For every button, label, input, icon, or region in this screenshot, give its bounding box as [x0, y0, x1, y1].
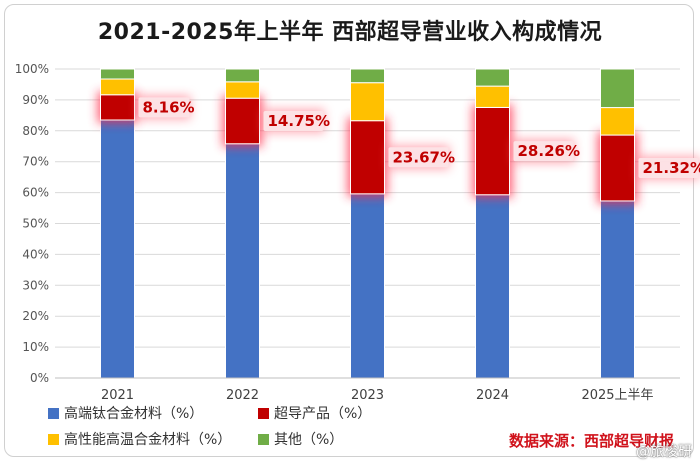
bar-segment: [600, 107, 635, 136]
bar-segment: [100, 68, 135, 80]
data-label: 14.75%: [268, 112, 330, 130]
bar-segment: [475, 68, 510, 87]
legend-label-superconductor: 超导产品（%）: [274, 406, 372, 422]
data-label-bg: [263, 110, 324, 131]
legend-swatch-titanium: [48, 407, 59, 419]
data-label: 28.26%: [518, 142, 580, 160]
watermark: @旅梭研: [636, 444, 692, 460]
data-label: 23.67%: [393, 148, 455, 166]
legend-item-other: 其他（%）: [258, 429, 343, 449]
bar-segment: [600, 200, 635, 379]
bar-segment: [100, 78, 135, 96]
data-label-bg: [638, 158, 699, 179]
legend-item-titanium: 高端钛合金材料（%）: [48, 403, 203, 423]
y-tick-label: 70%: [22, 155, 49, 169]
y-tick-label: 10%: [22, 340, 49, 354]
bar-segment: [100, 119, 135, 379]
legend-item-superconductor: 超导产品（%）: [258, 403, 371, 423]
chart-title: 2021-2025年上半年 西部超导营业收入构成情况: [97, 20, 603, 45]
bar-segment: [225, 143, 260, 379]
x-tick-label: 2025上半年: [581, 388, 653, 403]
y-tick-label: 90%: [22, 93, 49, 107]
x-tick-label: 2021: [101, 388, 134, 403]
bar-segment: [600, 68, 635, 109]
y-tick-label: 20%: [22, 309, 49, 323]
bar-segment: [350, 120, 385, 195]
bar-segment: [225, 68, 260, 83]
y-tick-label: 100%: [15, 62, 49, 76]
bar-segment: [475, 106, 510, 196]
x-tick-label: 2024: [476, 388, 509, 403]
x-tick-label: 2022: [226, 388, 259, 403]
x-tick-label: 2023: [351, 388, 384, 403]
y-tick-label: 50%: [22, 217, 49, 231]
legend-label-titanium: 高端钛合金材料（%）: [64, 406, 204, 422]
data-label-bg: [138, 97, 190, 118]
data-label-bg: [513, 141, 574, 162]
y-tick-label: 0%: [30, 371, 49, 385]
legend-item-superalloy: 高性能高温合金材料（%）: [48, 429, 231, 449]
bar-segment: [350, 68, 385, 84]
data-source-note: 数据来源：西部超导财报: [508, 432, 674, 450]
legend-swatch-superalloy: [48, 433, 59, 445]
y-tick-label: 40%: [22, 247, 49, 261]
bar-segment: [350, 193, 385, 379]
data-label-bg: [388, 147, 449, 168]
legend-swatch-superconductor: [258, 407, 269, 419]
bar-segment: [225, 81, 260, 99]
legend-swatch-other: [258, 433, 269, 445]
bar-segment: [600, 134, 635, 202]
data-label: 8.16%: [143, 98, 195, 116]
legend-label-other: 其他（%）: [274, 432, 344, 448]
y-tick-label: 60%: [22, 186, 49, 200]
bar-segment: [225, 97, 260, 145]
bar-segment: [475, 194, 510, 379]
bar-segment: [100, 94, 135, 121]
data-label: 21.32%: [643, 159, 700, 177]
y-tick-label: 30%: [22, 278, 49, 292]
y-tick-label: 80%: [22, 124, 49, 138]
legend-label-superalloy: 高性能高温合金材料（%）: [64, 432, 232, 448]
bar-segment: [475, 85, 510, 108]
bar-segment: [350, 82, 385, 122]
